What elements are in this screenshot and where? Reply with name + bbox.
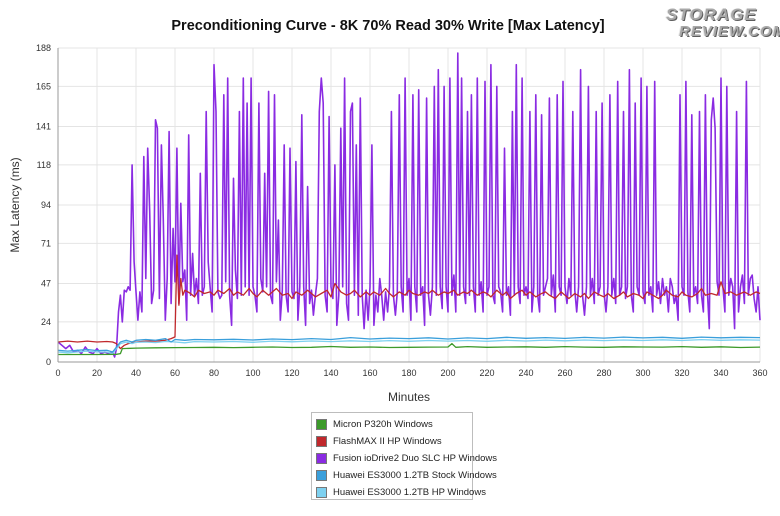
x-tick-label: 20 [92, 368, 102, 378]
y-tick-label: 0 [46, 357, 51, 367]
x-tick-label: 280 [596, 368, 611, 378]
legend-item-micron-p320h-windows: Micron P320h Windows [316, 416, 472, 433]
y-tick-label: 94 [41, 200, 51, 210]
x-tick-label: 180 [401, 368, 416, 378]
y-tick-label: 118 [37, 160, 51, 170]
legend-label: Huawei ES3000 1.2TB HP Windows [333, 487, 486, 498]
x-tick-label: 160 [362, 368, 377, 378]
x-axis-label: Minutes [388, 390, 430, 404]
logo-line-2: REVIEW.COM [679, 23, 780, 40]
x-tick-label: 220 [479, 368, 494, 378]
legend-item-huawei-es3000-1-2tb-hp-windows: Huawei ES3000 1.2TB HP Windows [316, 484, 486, 501]
series-line-fusion-iodrive2-duo-slc-hp-windows [57, 52, 761, 358]
y-tick-label: 165 [36, 81, 51, 91]
y-tick-label: 188 [36, 43, 51, 53]
x-tick-label: 260 [557, 368, 572, 378]
series-line-huawei-es3000-1-2tb-hp-windows [57, 338, 761, 355]
chart-legend: Micron P320h Windows FlashMAX II HP Windo… [311, 412, 497, 501]
legend-swatch [316, 487, 327, 498]
axes: 0 20 40 60 80 100 120 140 160 180 200 220 240 260 280 3… [36, 43, 768, 378]
x-tick-label: 60 [170, 368, 180, 378]
legend-item-fusion-iodrive2-duo-slc-hp-windows: Fusion ioDrive2 Duo SLC HP Windows [316, 450, 497, 467]
series-line-flashmax-ii-hp-windows [57, 254, 761, 350]
x-tick-label: 80 [209, 368, 219, 378]
legend-item-flashmax-ii-hp-windows: FlashMAX II HP Windows [316, 433, 472, 450]
x-tick-label: 140 [323, 368, 338, 378]
storagereview-logo: STORAGE REVIEW.COM [663, 4, 780, 44]
legend-label: Huawei ES3000 1.2TB Stock Windows [333, 470, 497, 481]
series-line-micron-p320h-windows [58, 342, 761, 356]
legend-label: Micron P320h Windows [333, 419, 433, 430]
x-tick-label: 340 [713, 368, 728, 378]
x-tick-label: 40 [131, 368, 141, 378]
x-tick-label: 320 [674, 368, 689, 378]
x-tick-label: 100 [245, 368, 260, 378]
series-line-huawei-es3000-1-2tb-stock-windows [57, 336, 761, 353]
y-axis-label: Max Latency (ms) [8, 157, 22, 252]
legend-label: Fusion ioDrive2 Duo SLC HP Windows [333, 453, 498, 464]
chart-title: Preconditioning Curve - 8K 70% Read 30% … [171, 18, 604, 34]
y-tick-label: 24 [41, 317, 51, 327]
legend-item-huawei-es3000-1-2tb-stock-windows: Huawei ES3000 1.2TB Stock Windows [316, 467, 497, 484]
legend-label: FlashMAX II HP Windows [333, 436, 442, 447]
legend-swatch [316, 436, 327, 447]
x-tick-label: 360 [752, 368, 767, 378]
logo-line-1: STORAGE [666, 5, 757, 24]
x-tick-label: 0 [55, 368, 60, 378]
x-tick-label: 300 [635, 368, 650, 378]
series-layer [57, 52, 761, 358]
legend-swatch [316, 470, 327, 481]
x-tick-label: 200 [440, 368, 455, 378]
x-tick-label: 120 [284, 368, 299, 378]
y-tick-label: 47 [41, 279, 51, 289]
legend-swatch [316, 419, 327, 430]
x-tick-label: 240 [518, 368, 533, 378]
y-tick-label: 71 [41, 238, 51, 248]
y-tick-label: 141 [36, 122, 51, 132]
legend-swatch [316, 453, 327, 464]
